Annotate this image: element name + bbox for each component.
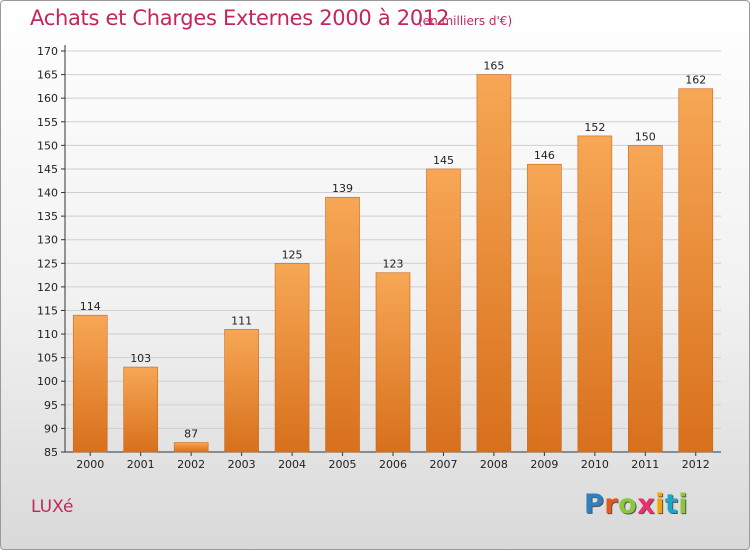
data-label: 123 — [383, 258, 404, 271]
x-tick-label: 2009 — [530, 458, 558, 471]
y-tick-label: 95 — [44, 399, 58, 412]
y-tick-label: 135 — [37, 210, 58, 223]
bars — [72, 74, 714, 453]
x-tick-label: 2008 — [480, 458, 508, 471]
data-label: 165 — [483, 60, 504, 73]
data-label: 152 — [584, 121, 605, 134]
chart-title: Achats et Charges Externes 2000 à 2012 — [30, 6, 450, 30]
y-tick-label: 145 — [37, 163, 58, 176]
bar — [577, 135, 613, 453]
y-tick-label: 150 — [37, 139, 58, 152]
commune-name: LUXé — [31, 497, 74, 517]
logo-letter: r — [604, 489, 619, 520]
proxiti-logo: Proxiti — [584, 489, 688, 520]
x-tick-label: 2005 — [329, 458, 357, 471]
data-label: 150 — [635, 130, 656, 143]
data-label: 162 — [685, 74, 706, 87]
bar — [426, 168, 461, 453]
bar — [274, 262, 310, 453]
y-tick-label: 110 — [37, 328, 58, 341]
logo-letter: i — [655, 489, 665, 520]
logo-letter: x — [637, 489, 656, 520]
x-tick-label: 2011 — [631, 458, 659, 471]
x-tick-label: 2003 — [228, 458, 256, 471]
logo-letter: i — [678, 489, 689, 520]
y-tick-label: 155 — [37, 116, 58, 129]
data-label: 111 — [231, 314, 252, 327]
bar — [224, 329, 259, 453]
bar — [123, 366, 158, 453]
labels: 85 90 95 100 105 110 115 120 125 130 135 140 145 150 1… — [37, 45, 710, 471]
logo-letter: o — [618, 489, 638, 520]
y-tick-label: 125 — [37, 257, 58, 270]
bar — [476, 74, 512, 453]
data-label: 146 — [534, 149, 555, 162]
x-tick-label: 2001 — [127, 458, 155, 471]
y-tick-label: 120 — [37, 281, 58, 294]
y-tick-label: 90 — [44, 422, 58, 435]
x-tick-label: 2006 — [379, 458, 407, 471]
bar — [72, 314, 108, 453]
data-label: 114 — [80, 300, 101, 313]
y-tick-label: 105 — [37, 352, 58, 365]
logo-letter: t — [664, 489, 679, 520]
bar — [325, 196, 360, 453]
data-label: 125 — [282, 248, 303, 261]
y-tick-label: 170 — [37, 45, 58, 58]
y-tick-label: 165 — [37, 69, 58, 82]
x-tick-label: 2010 — [581, 458, 609, 471]
x-tick-label: 2002 — [177, 458, 205, 471]
bar — [527, 163, 562, 453]
data-label: 139 — [332, 182, 353, 195]
logo-letter: P — [584, 489, 605, 520]
x-tick-label: 2000 — [76, 458, 104, 471]
chart-unit: (en milliers d'€) — [418, 14, 513, 28]
y-tick-label: 140 — [37, 187, 58, 200]
bar — [678, 88, 714, 453]
y-tick-label: 100 — [37, 375, 58, 388]
data-label: 145 — [433, 154, 454, 167]
y-tick-label: 130 — [37, 234, 58, 247]
x-tick-label: 2004 — [278, 458, 306, 471]
y-tick-label: 85 — [44, 446, 58, 459]
data-label: 87 — [184, 428, 198, 441]
data-label: 103 — [130, 352, 151, 365]
x-tick-label: 2007 — [429, 458, 457, 471]
bar — [628, 145, 663, 453]
x-tick-label: 2012 — [682, 458, 710, 471]
y-tick-label: 115 — [37, 304, 58, 317]
bar — [375, 272, 411, 453]
y-tick-label: 160 — [37, 92, 58, 105]
bar — [173, 442, 209, 453]
